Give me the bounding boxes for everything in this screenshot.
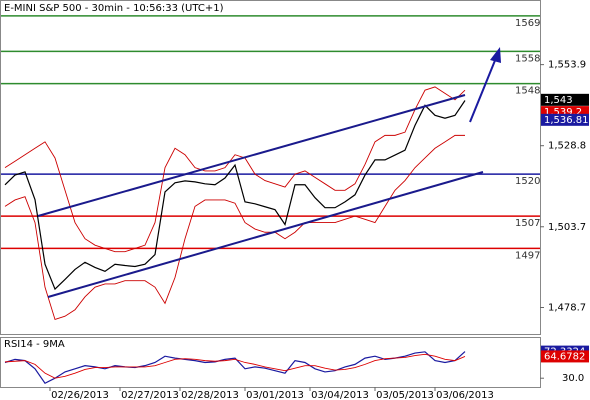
x-tick-label: 03/05/2013 bbox=[376, 390, 434, 400]
y-tick-label: 1,503.7 bbox=[548, 222, 586, 233]
channel-upper bbox=[37, 94, 466, 217]
plot-layer: 1,553.9 1,528.8 1,503.7 1,478.7 1569 1558 1548… bbox=[1, 15, 589, 400]
projection-arrow bbox=[469, 57, 497, 123]
y-tick-label: 1,528.8 bbox=[548, 141, 586, 152]
x-tick-label: 03/01/2013 bbox=[246, 390, 304, 400]
level-label: 1497 bbox=[515, 250, 540, 261]
level-label: 1548 bbox=[515, 86, 540, 97]
series-line bbox=[4, 100, 466, 291]
arrow-head bbox=[490, 47, 501, 63]
y-tick-label: 1,478.7 bbox=[548, 303, 586, 314]
y-tick-label: 1,553.9 bbox=[548, 60, 586, 71]
series-line bbox=[4, 353, 466, 379]
series-line bbox=[4, 134, 465, 321]
x-tick-label: 02/26/2013 bbox=[51, 390, 109, 400]
y-tick-label: 30.0 bbox=[562, 373, 584, 384]
series-line bbox=[4, 86, 466, 253]
x-tick-label: 03/06/2013 bbox=[436, 390, 494, 400]
price-box bbox=[541, 113, 589, 126]
last-value-box bbox=[541, 350, 589, 363]
price-box-label: 1,539.2 bbox=[544, 107, 582, 118]
rsi-panel bbox=[0, 337, 541, 388]
x-tick-label: 02/28/2013 bbox=[181, 390, 239, 400]
x-tick-label: 02/27/2013 bbox=[121, 390, 179, 400]
rsi-title: RSI14 - 9MA bbox=[4, 339, 65, 350]
price-box-label: 1,543 bbox=[544, 95, 573, 106]
chart-title: E-MINI S&P 500 - 30min - 10:56:33 (UTC+1… bbox=[4, 3, 224, 14]
x-tick-label: 03/04/2013 bbox=[311, 390, 369, 400]
level-label: 1558 bbox=[515, 53, 540, 64]
level-label: 1569 bbox=[515, 18, 540, 29]
price-panel bbox=[0, 0, 541, 335]
level-label: 1520 bbox=[515, 176, 540, 187]
last-value-label: 64.6782 bbox=[544, 351, 585, 362]
channel-lower bbox=[47, 171, 484, 298]
level-label: 1507 bbox=[515, 218, 540, 229]
price-box bbox=[541, 93, 589, 106]
price-box-label: 1,536.81 bbox=[544, 115, 589, 126]
